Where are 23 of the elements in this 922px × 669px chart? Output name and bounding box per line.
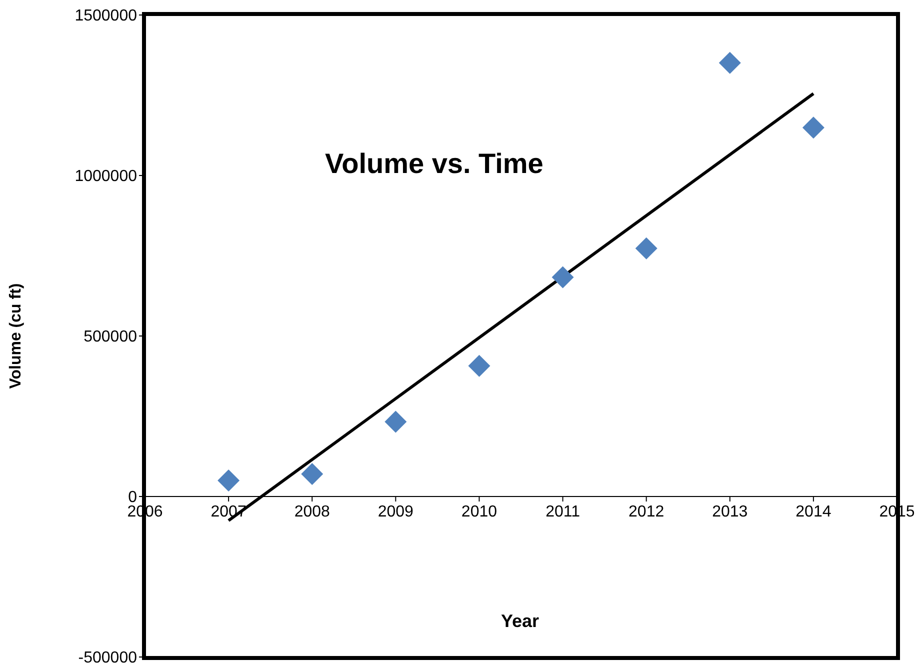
y-tick-label: -500000: [78, 650, 138, 667]
y-tick-label: 1000000: [74, 168, 138, 186]
x-tick-label: 2014: [796, 504, 832, 520]
x-tick-label: 2010: [461, 504, 498, 520]
x-tick-label: 2013: [712, 504, 748, 520]
point: [718, 52, 741, 74]
point: [552, 266, 574, 288]
y-tick-label: 0: [128, 489, 138, 506]
x-tick-label: 2008: [294, 504, 330, 520]
text: Volume vs. Time: [325, 148, 544, 180]
point: [802, 116, 824, 139]
y-axis-title: Volume (cu ft): [8, 283, 25, 389]
x-tick-label: 2012: [628, 504, 664, 520]
x-axis-title: Year: [501, 611, 540, 632]
point: [635, 237, 658, 260]
y-tick-label: 1500000: [74, 8, 138, 25]
x-tick-label: 2011: [546, 504, 580, 520]
point: [468, 354, 490, 377]
point: [301, 463, 324, 486]
y-tick-label: 500000: [84, 328, 138, 346]
point: [384, 410, 407, 433]
x-tick-label: 2009: [378, 504, 414, 520]
point: [218, 469, 240, 492]
